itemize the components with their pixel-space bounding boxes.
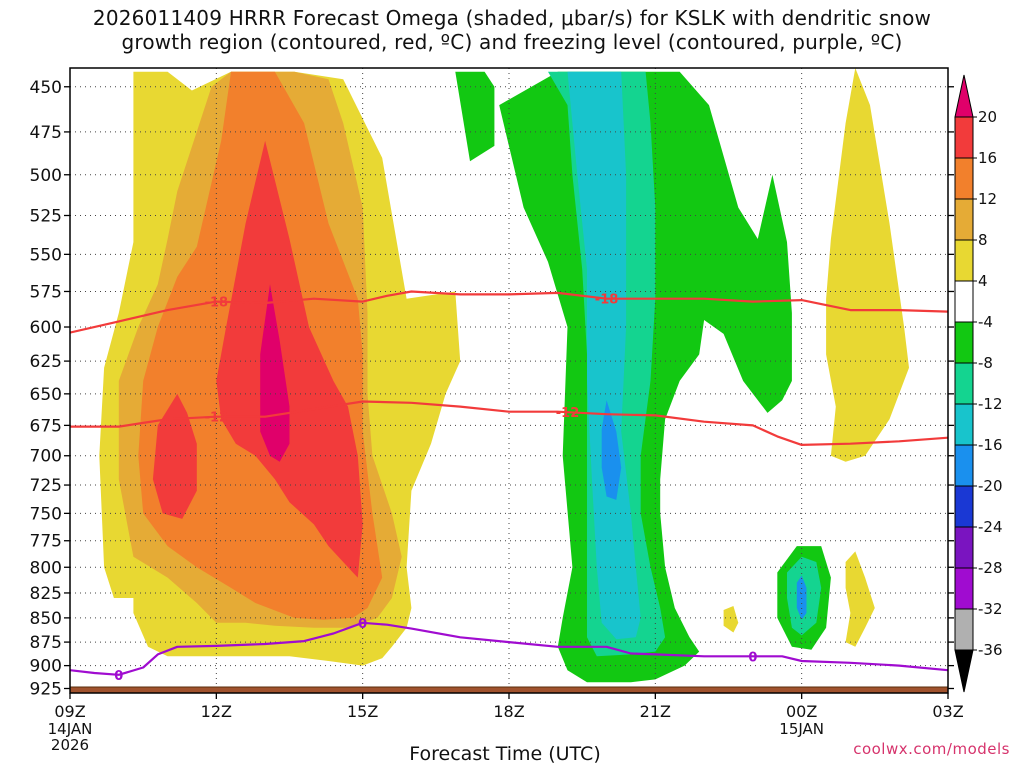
x-tick-label-09Z: 09Z [54, 702, 85, 721]
y-tick-label-625: 625 [30, 352, 62, 372]
y-tick-label-475: 475 [30, 123, 62, 143]
omega-region-6-level--8 [455, 71, 495, 162]
x-tick-sublabel-09Z-0: 14JAN [48, 720, 93, 738]
y-tick-label-575: 575 [30, 282, 62, 302]
y-tick-label-725: 725 [30, 476, 62, 496]
colorbar-segment-3 [954, 198, 974, 241]
y-tick-label-700: 700 [30, 447, 62, 467]
colorbar-label-10: -24 [978, 518, 1003, 536]
y-axis: 450 475 500 525 550 575 600 625 650 675 700 725 750 7… [30, 78, 954, 699]
colorbar-segment-2 [954, 157, 974, 200]
y-tick-label-550: 550 [30, 245, 62, 265]
contour-label-dgz_minus12-0: -12 [205, 411, 229, 426]
omega-shading [99, 68, 909, 683]
colorbar-label-7: -12 [978, 395, 1003, 413]
y-tick-label-925: 925 [30, 679, 62, 699]
contour-lines [70, 290, 948, 676]
x-tick-label-03Z: 03Z [932, 702, 963, 721]
y-tick-label-825: 825 [30, 584, 62, 604]
omega-region-12-level--20 [601, 400, 622, 500]
surface-bar [69, 686, 949, 694]
colorbar-segment-1 [954, 116, 974, 159]
x-tick-label-18Z: 18Z [493, 702, 524, 721]
colorbar-segment-7 [954, 362, 974, 405]
colorbar-segment-5 [954, 280, 974, 323]
x-tick-label-00Z: 00Z [786, 702, 817, 721]
x-axis-title: Forecast Time (UTC) [409, 743, 601, 765]
y-tick-label-675: 675 [30, 416, 62, 436]
colorbar-label-6: -8 [978, 354, 993, 372]
colorbar-label-13: -36 [978, 641, 1003, 659]
y-tick-label-875: 875 [30, 633, 62, 653]
colorbar-segment-8 [954, 403, 974, 446]
contour-label-dgz_minus18-0: -18 [205, 296, 229, 311]
omega-region-11-level--16 [567, 71, 641, 640]
colorbar-segment-4 [954, 239, 974, 282]
contour-dgz_minus12 [70, 400, 948, 446]
y-tick-label-850: 850 [30, 609, 62, 629]
gridlines [70, 68, 948, 693]
omega-region-13-level--20 [796, 575, 807, 620]
y-tick-label-750: 750 [30, 504, 62, 524]
y-tick-label-900: 900 [30, 657, 62, 677]
colorbar-label-12: -32 [978, 600, 1003, 618]
y-tick-label-775: 775 [30, 532, 62, 552]
y-tick-label-500: 500 [30, 166, 62, 186]
omega-region-14-level-4 [826, 68, 909, 462]
colorbar-segment-12 [954, 567, 974, 610]
omega-region-16-level-4 [723, 606, 739, 633]
colorbar-label-8: -16 [978, 436, 1003, 454]
x-tick-label-12Z: 12Z [201, 702, 232, 721]
colorbar-label-3: 8 [978, 231, 988, 249]
contour-dgz_minus18 [70, 290, 948, 334]
x-tick-label-15Z: 15Z [347, 702, 378, 721]
colorbar-segment-9 [954, 444, 974, 487]
colorbar-segment-13 [954, 608, 974, 651]
contour-label-freezing_level-0: 0 [114, 669, 123, 684]
colorbar-label-5: -4 [978, 313, 993, 331]
colorbar-label-9: -20 [978, 477, 1003, 495]
contour-freezing_level [70, 621, 948, 676]
chart-title-line-1: 2026011409 HRRR Forecast Omega (shaded, … [92, 6, 932, 30]
colorbar-label-4: 4 [978, 272, 988, 290]
ground-strip [69, 686, 949, 694]
omega-region-3-level-16 [216, 140, 363, 578]
y-tick-label-650: 650 [30, 385, 62, 405]
colorbar-segment-11 [954, 526, 974, 569]
y-tick-label-600: 600 [30, 318, 62, 338]
contour-label-freezing_level-1: 0 [358, 617, 367, 632]
chart-title-line-2: growth region (contoured, red, ºC) and f… [121, 30, 903, 54]
colorbar-label-1: 16 [978, 149, 997, 167]
colorbar-segment-10 [954, 485, 974, 528]
colorbar-segment-6 [954, 321, 974, 364]
credit-text: coolwx.com/models [853, 740, 1010, 758]
x-tick-sublabel-09Z-1: 2026 [51, 736, 89, 754]
colorbar-label-11: -28 [978, 559, 1003, 577]
y-tick-label-800: 800 [30, 558, 62, 578]
colorbar-top-arrow [954, 74, 974, 118]
contour-label-dgz_minus12-1: -12 [556, 406, 580, 421]
colorbar: 20 16 12 8 4 -4 -8 -12 -16 -20 -24 -28 -32 -36 [954, 74, 1003, 693]
contour-label-freezing_level-2: 0 [748, 650, 757, 665]
y-tick-label-450: 450 [30, 78, 62, 98]
chart-title: 2026011409 HRRR Forecast Omega (shaded, … [0, 6, 1024, 54]
y-tick-label-525: 525 [30, 206, 62, 226]
colorbar-label-2: 12 [978, 190, 997, 208]
x-tick-sublabel-00Z-0: 15JAN [779, 720, 824, 738]
x-tick-label-21Z: 21Z [640, 702, 671, 721]
contour-label-dgz_minus18-1: -18 [595, 293, 619, 308]
omega-region-15-level-4 [845, 551, 875, 647]
colorbar-label-0: 20 [978, 108, 997, 126]
colorbar-bottom-arrow [954, 649, 974, 693]
contour-labels: -18 -18 -12 -12 0 0 0 [114, 293, 757, 684]
